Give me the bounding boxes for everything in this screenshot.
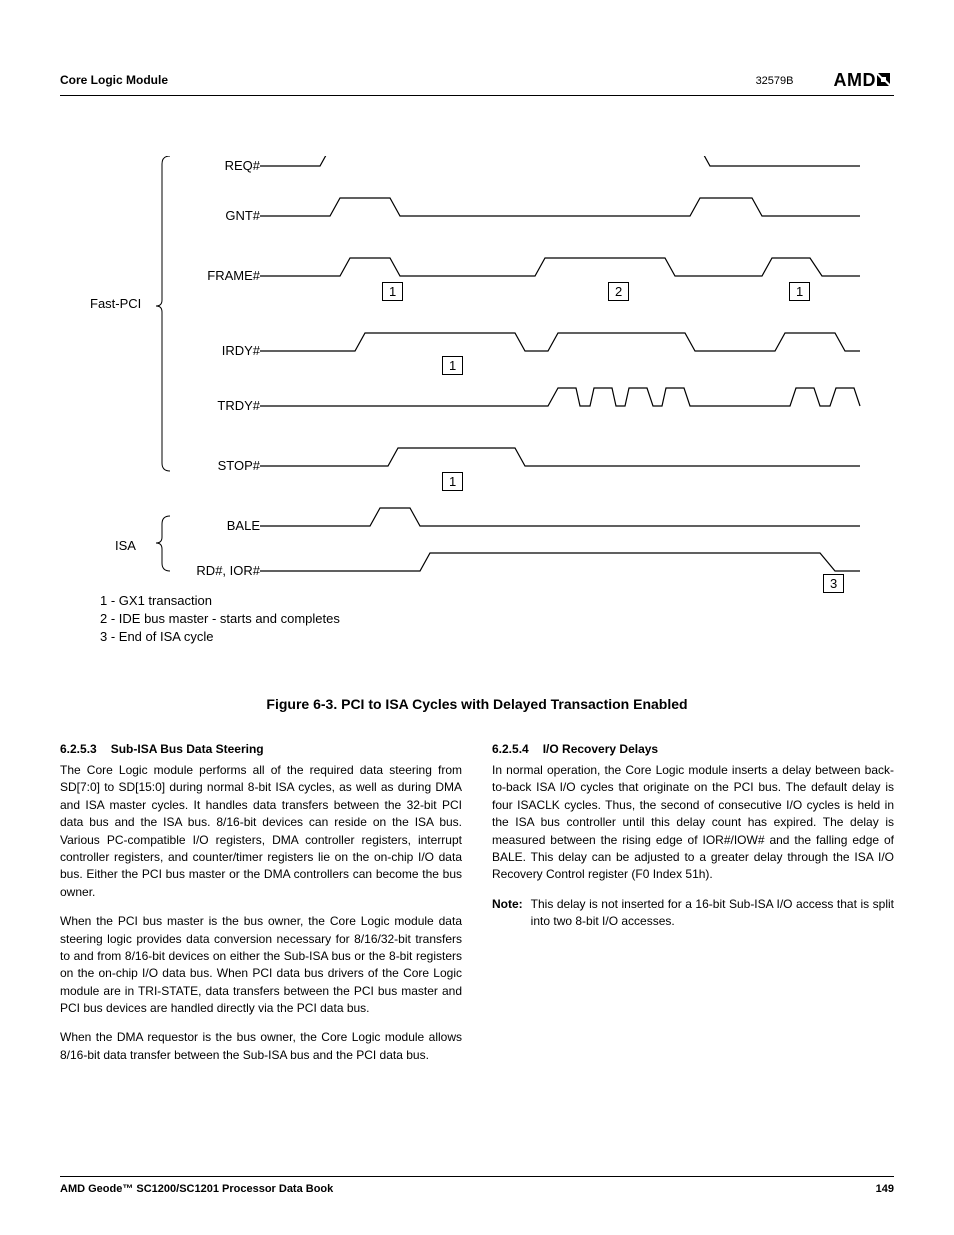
- waveform-annotation: 2: [608, 282, 629, 301]
- paragraph: When the PCI bus master is the bus owner…: [60, 913, 462, 1017]
- page-footer: AMD Geode™ SC1200/SC1201 Processor Data …: [60, 1176, 894, 1195]
- right-column: 6.2.5.4I/O Recovery Delays In normal ope…: [492, 742, 894, 1076]
- waveform-annotation: 1: [789, 282, 810, 301]
- signal-label: REQ#: [170, 158, 260, 173]
- legend-line: 2 - IDE bus master - starts and complete…: [100, 610, 340, 628]
- signal-label: BALE: [170, 518, 260, 533]
- page-header: Core Logic Module 32579B AMD: [60, 70, 894, 96]
- waveform-annotation: 3: [823, 574, 844, 593]
- paragraph: In normal operation, the Core Logic modu…: [492, 762, 894, 884]
- signal-label: GNT#: [170, 208, 260, 223]
- left-column: 6.2.5.3Sub-ISA Bus Data Steering The Cor…: [60, 742, 462, 1076]
- signal-label: TRDY#: [170, 398, 260, 413]
- paragraph: The Core Logic module performs all of th…: [60, 762, 462, 901]
- amd-logo: AMD: [834, 70, 895, 91]
- doc-code: 32579B: [756, 75, 794, 87]
- note-label: Note:: [492, 896, 523, 931]
- waveform-annotation: 1: [442, 356, 463, 375]
- paragraph: When the DMA requestor is the bus owner,…: [60, 1029, 462, 1064]
- timing-diagram: REQ# GNT# FRAME# IRDY# TRDY# STOP# BALE RD#, IO…: [60, 156, 894, 676]
- footer-page: 149: [876, 1183, 894, 1195]
- waveform-annotation: 1: [442, 472, 463, 491]
- section-heading: 6.2.5.3Sub-ISA Bus Data Steering: [60, 742, 462, 756]
- signal-label: IRDY#: [170, 343, 260, 358]
- group-label: ISA: [115, 538, 136, 553]
- legend-line: 1 - GX1 transaction: [100, 592, 340, 610]
- waveform-annotation: 1: [382, 282, 403, 301]
- note: Note: This delay is not inserted for a 1…: [492, 896, 894, 931]
- signal-label: FRAME#: [170, 268, 260, 283]
- signal-label: STOP#: [170, 458, 260, 473]
- group-label: Fast-PCI: [90, 296, 141, 311]
- legend-line: 3 - End of ISA cycle: [100, 628, 340, 646]
- section-heading: 6.2.5.4I/O Recovery Delays: [492, 742, 894, 756]
- body-columns: 6.2.5.3Sub-ISA Bus Data Steering The Cor…: [60, 742, 894, 1076]
- diagram-legend: 1 - GX1 transaction 2 - IDE bus master -…: [100, 592, 340, 647]
- figure-caption: Figure 6-3. PCI to ISA Cycles with Delay…: [60, 696, 894, 712]
- section-title: Core Logic Module: [60, 73, 168, 87]
- signal-label: RD#, IOR#: [170, 563, 260, 578]
- note-text: This delay is not inserted for a 16-bit …: [531, 896, 894, 931]
- footer-book: AMD Geode™ SC1200/SC1201 Processor Data …: [60, 1183, 333, 1195]
